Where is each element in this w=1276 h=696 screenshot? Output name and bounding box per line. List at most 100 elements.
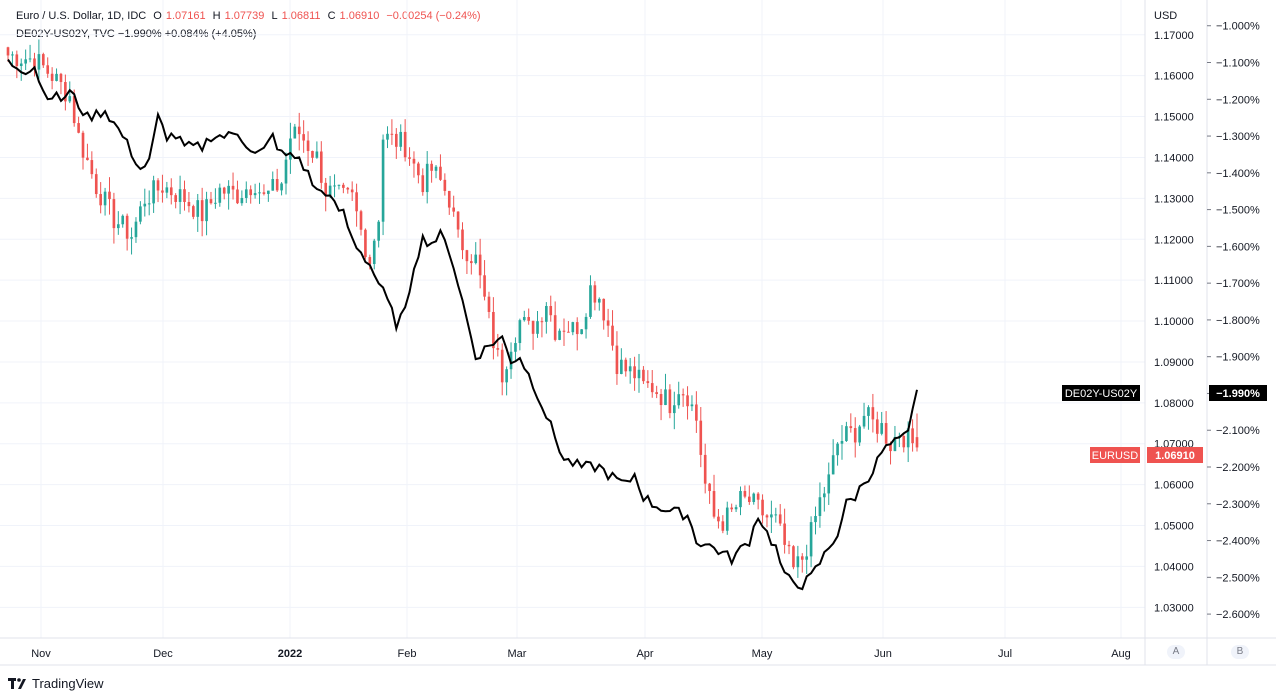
candle-body (553, 315, 557, 340)
candle-body (412, 158, 416, 164)
candle-body (116, 224, 120, 229)
candle-body (11, 54, 14, 56)
candle-body (858, 426, 861, 443)
candle-body (130, 237, 133, 239)
time-tick-label: Jun (874, 648, 892, 660)
candle-body (717, 516, 720, 522)
candle-body (55, 73, 58, 81)
candle-body (893, 436, 897, 452)
candle-body (536, 321, 539, 334)
candle-body (350, 189, 354, 193)
candle-body (699, 420, 703, 455)
candle-body (408, 157, 411, 159)
candle-body (571, 322, 575, 333)
candle-body (765, 515, 769, 518)
candle-body (712, 491, 716, 517)
time-tick-label: Nov (31, 648, 51, 660)
candle-body (319, 151, 323, 183)
candle-body (853, 428, 857, 443)
time-axis[interactable]: Nov Dec 2022 Feb Mar Apr May Jun Jul Aug (31, 648, 1131, 660)
candle-body (884, 423, 888, 444)
grid (0, 0, 1145, 638)
candle-body (681, 394, 685, 396)
symbol-legend: Euro / U.S. Dollar, 1D, IDC O 1.07161 H 1.… (16, 10, 485, 22)
candle-body (364, 229, 367, 258)
candle-body (615, 345, 619, 375)
candle-body (650, 383, 654, 393)
candle-body (271, 179, 275, 191)
candle-body (646, 381, 650, 384)
candle-body (831, 455, 835, 475)
spread-tick-label: −1.400% (1216, 168, 1260, 180)
candle-body (492, 311, 495, 349)
candle-body (169, 187, 173, 196)
candle-body (575, 322, 579, 335)
low-value: 1.06811 (281, 10, 321, 22)
spread-axis[interactable]: −1.000% −1.100% −1.200% −1.300% −1.400% −1.50… (1207, 21, 1260, 621)
overlay-title: DE02Y-US02Y, TVC −1.990% +0.084% (+4.05%… (16, 28, 257, 40)
candle-body (240, 197, 244, 204)
candle-body (33, 58, 36, 70)
candle-body (911, 428, 914, 444)
candle-body (465, 250, 469, 262)
axis-b-button[interactable]: B (1231, 645, 1249, 659)
candle-body (597, 298, 601, 303)
candle-body (103, 191, 107, 206)
time-tick-label: Feb (398, 648, 417, 660)
low-label: L (271, 10, 278, 22)
axis-a-button[interactable]: A (1167, 645, 1185, 659)
candle-body (845, 426, 848, 442)
tradingview-logo[interactable]: TradingView (8, 676, 104, 691)
candle-body (187, 201, 191, 207)
overlay-legend: DE02Y-US02Y, TVC −1.990% +0.084% (+4.05%… (16, 28, 260, 40)
candle-body (156, 180, 160, 191)
candle-body (739, 491, 742, 508)
spread-tick-label: −2.500% (1216, 572, 1260, 584)
tradingview-logo-text: TradingView (32, 676, 104, 691)
candle-body (161, 190, 164, 193)
candle-body (774, 514, 778, 516)
candle-body (721, 521, 725, 531)
candle-body (624, 359, 628, 372)
candle-body (580, 329, 583, 335)
candle-body (381, 139, 385, 222)
candle-body (549, 306, 553, 316)
candle-body (664, 389, 667, 406)
candle-body (306, 140, 310, 151)
spread-tick-label: −1.000% (1216, 21, 1260, 33)
candle-body (880, 423, 884, 434)
candle-body (218, 187, 222, 203)
candle-body (778, 514, 782, 524)
candle-body (178, 189, 182, 202)
candle-body (677, 394, 681, 406)
candle-body (174, 195, 177, 202)
spread-name-text: DE02Y-US02Y (1065, 388, 1138, 400)
candle-body (483, 275, 486, 297)
candle-body (297, 126, 301, 135)
candle-body (862, 415, 866, 427)
candle-body (311, 150, 314, 158)
candle-body (915, 437, 919, 448)
candle-body (112, 199, 116, 229)
price-tick-label: 1.06000 (1154, 480, 1194, 492)
candle-body (253, 193, 257, 196)
candle-body (708, 483, 711, 492)
candle-body (545, 306, 548, 322)
candle-body (355, 192, 358, 212)
candle-body (289, 138, 292, 160)
price-axis[interactable]: 1.17000 1.16000 1.15000 1.14000 1.13000 1.120… (1154, 30, 1194, 615)
spread-tick-label: −1.200% (1216, 94, 1260, 106)
candle-body (827, 474, 831, 494)
candle-body (37, 54, 41, 70)
price-tick-label: 1.16000 (1154, 71, 1194, 83)
close-value: 1.06910 (339, 10, 380, 22)
candle-body (659, 394, 663, 406)
candle-body (730, 507, 733, 510)
symbol-title: Euro / U.S. Dollar, 1D, IDC (16, 10, 147, 22)
candle-body (267, 190, 270, 194)
price-tick-label: 1.04000 (1154, 561, 1194, 573)
candle-body (470, 261, 473, 264)
candle-body (642, 369, 645, 382)
candle-body (262, 192, 266, 194)
